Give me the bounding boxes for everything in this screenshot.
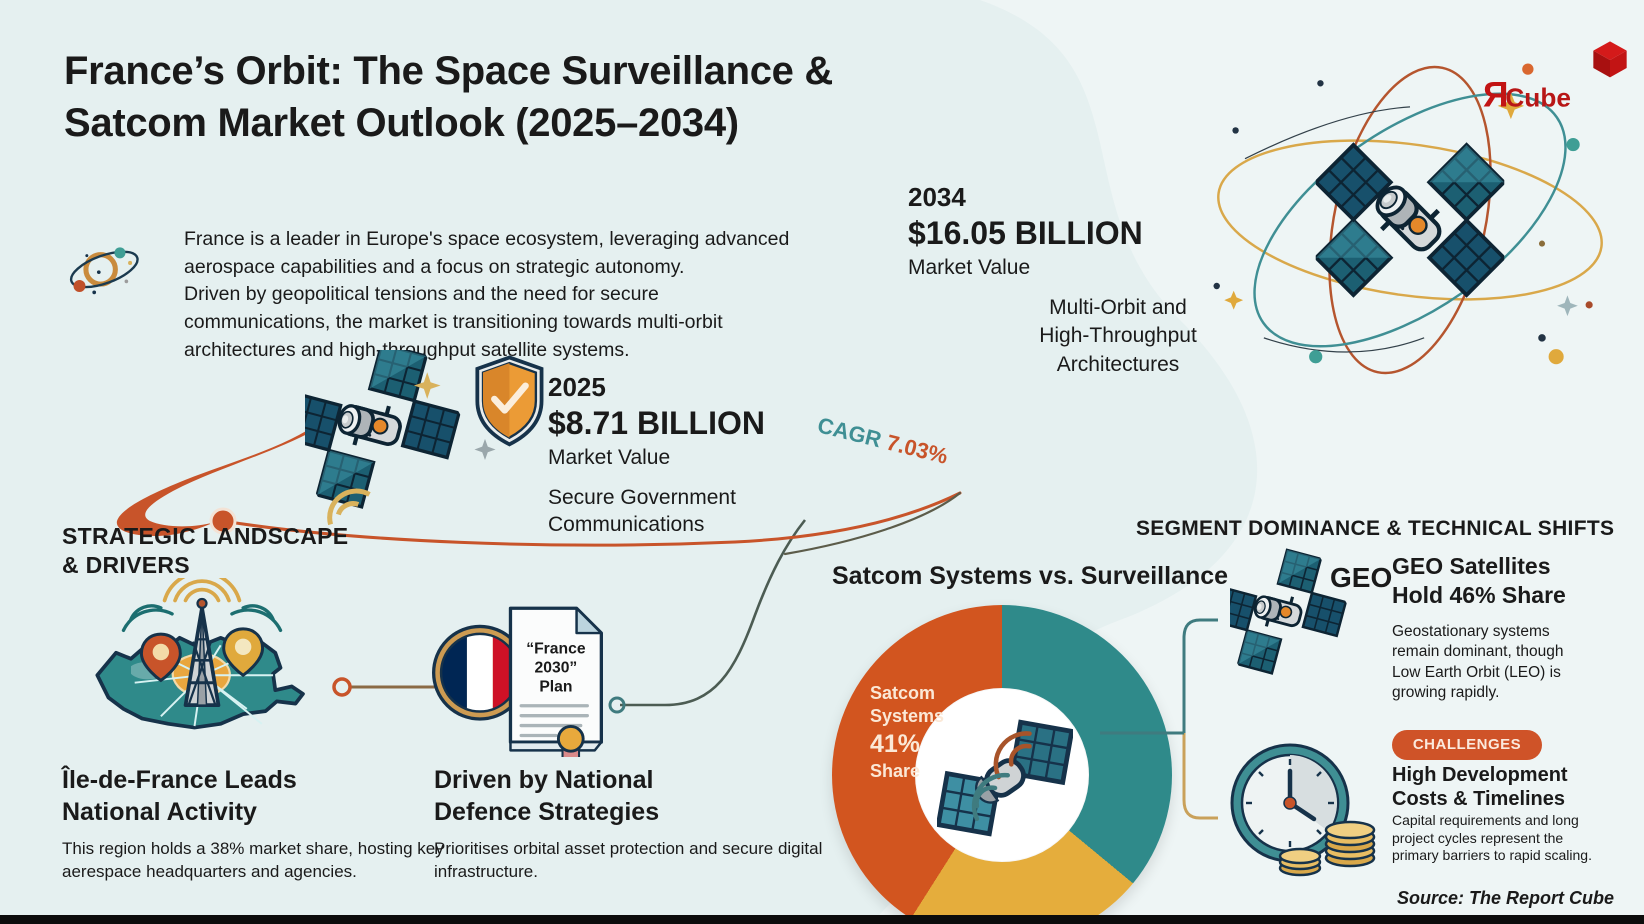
svg-text:Cube: Cube (1505, 83, 1571, 113)
svg-text:“France: “France (526, 641, 586, 658)
svg-text:Plan: Plan (539, 679, 572, 696)
svg-text:2030”: 2030” (535, 660, 578, 677)
